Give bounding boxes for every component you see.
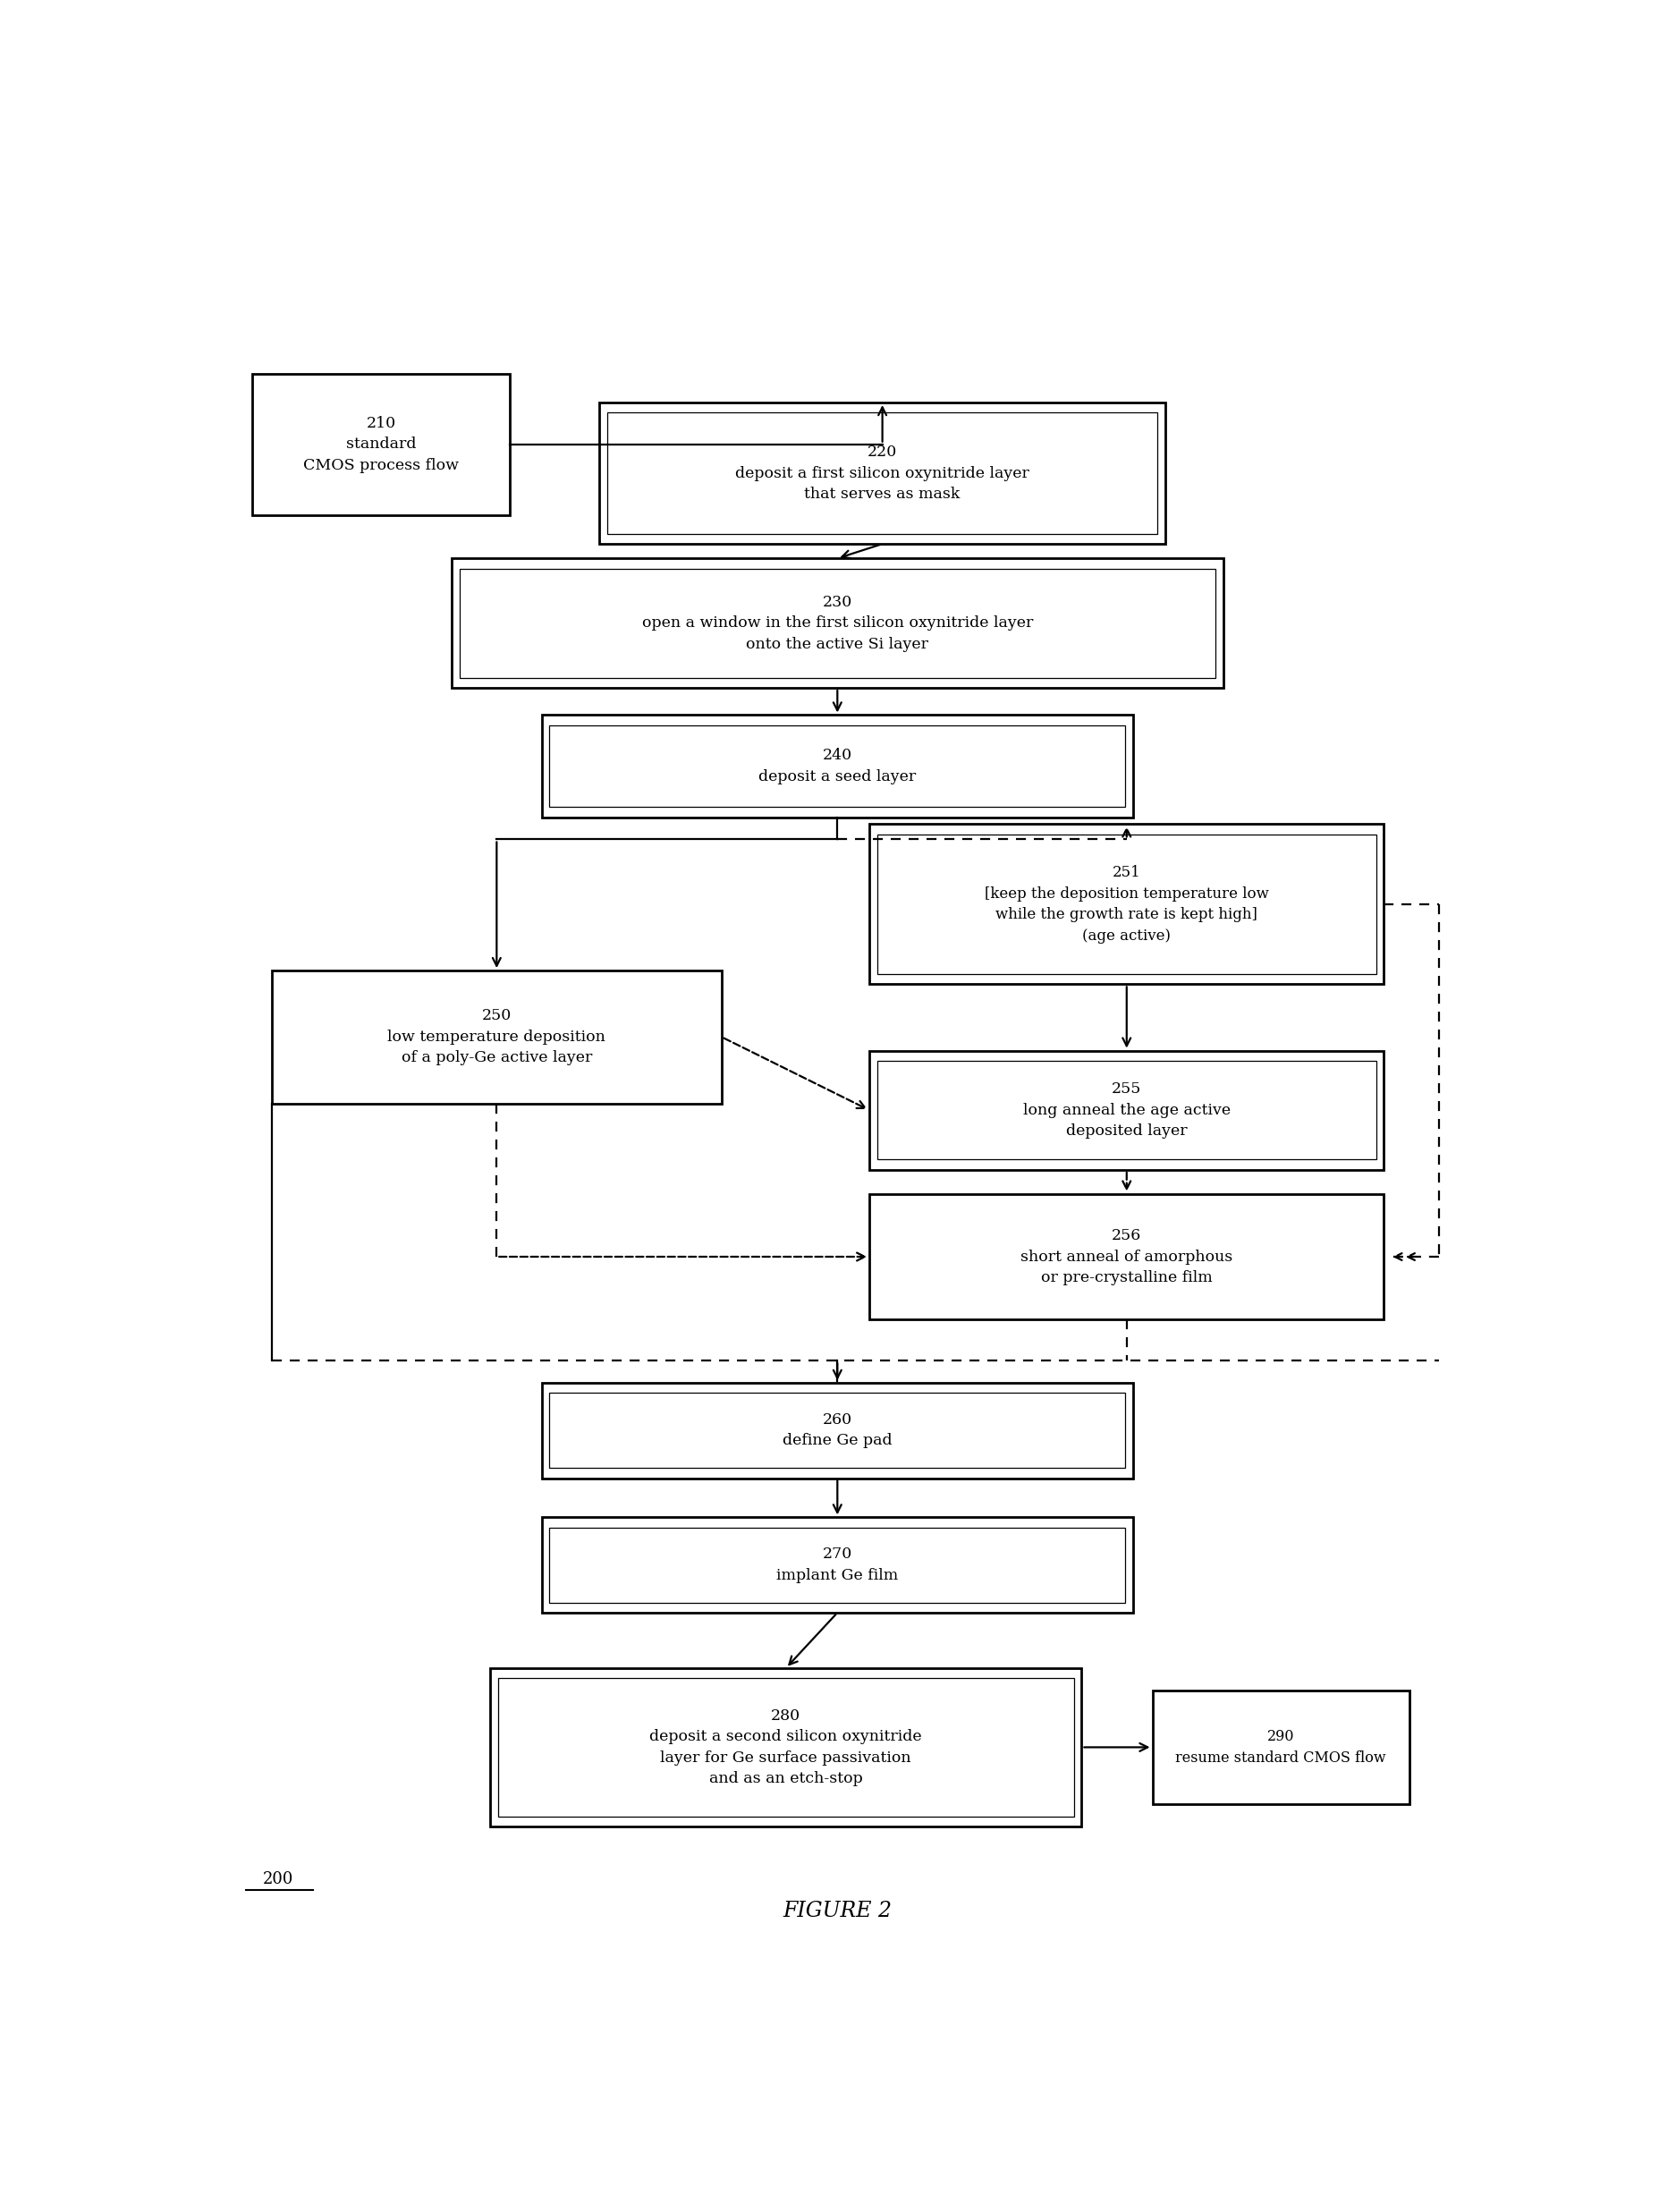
Text: 255
long anneal the age active
deposited layer: 255 long anneal the age active deposited… [1024, 1082, 1231, 1139]
Bar [878, 834, 1375, 973]
Text: 270
implant Ge film: 270 implant Ge film [776, 1546, 898, 1584]
Text: 290
resume standard CMOS flow: 290 resume standard CMOS flow [1176, 1730, 1387, 1765]
Bar [460, 568, 1216, 677]
Bar [498, 1679, 1073, 1816]
Bar [542, 1517, 1133, 1613]
Bar [549, 1394, 1125, 1469]
Text: 210
standard
CMOS process flow: 210 standard CMOS process flow [304, 416, 460, 473]
Bar [252, 374, 509, 515]
Bar [549, 726, 1125, 807]
Text: 260
define Ge pad: 260 define Ge pad [783, 1411, 893, 1449]
Bar [869, 1194, 1384, 1321]
Text: 240
deposit a seed layer: 240 deposit a seed layer [758, 748, 916, 785]
Bar [549, 1528, 1125, 1601]
Text: 250
low temperature deposition
of a poly-Ge active layer: 250 low temperature deposition of a poly… [388, 1009, 606, 1066]
Bar [491, 1668, 1082, 1827]
Bar [599, 403, 1165, 544]
Text: 251
[keep the deposition temperature low
while the growth rate is kept high]
(ag: 251 [keep the deposition temperature low… [984, 865, 1269, 942]
Bar [451, 557, 1223, 688]
Bar [607, 414, 1158, 533]
Bar [869, 1051, 1384, 1170]
Bar [542, 714, 1133, 816]
Bar [1153, 1690, 1410, 1805]
Bar [869, 825, 1384, 984]
Bar [878, 1062, 1375, 1159]
Text: 256
short anneal of amorphous
or pre-crystalline film: 256 short anneal of amorphous or pre-cry… [1020, 1228, 1233, 1285]
Bar [272, 971, 722, 1104]
Text: FIGURE 2: FIGURE 2 [783, 1900, 893, 1920]
Bar [542, 1382, 1133, 1478]
Text: 220
deposit a first silicon oxynitride layer
that serves as mask: 220 deposit a first silicon oxynitride l… [735, 445, 1030, 502]
Text: 230
open a window in the first silicon oxynitride layer
onto the active Si layer: 230 open a window in the first silicon o… [642, 595, 1034, 653]
Text: 200: 200 [262, 1871, 294, 1887]
Text: 280
deposit a second silicon oxynitride
layer for Ge surface passivation
and as : 280 deposit a second silicon oxynitride … [650, 1708, 922, 1787]
